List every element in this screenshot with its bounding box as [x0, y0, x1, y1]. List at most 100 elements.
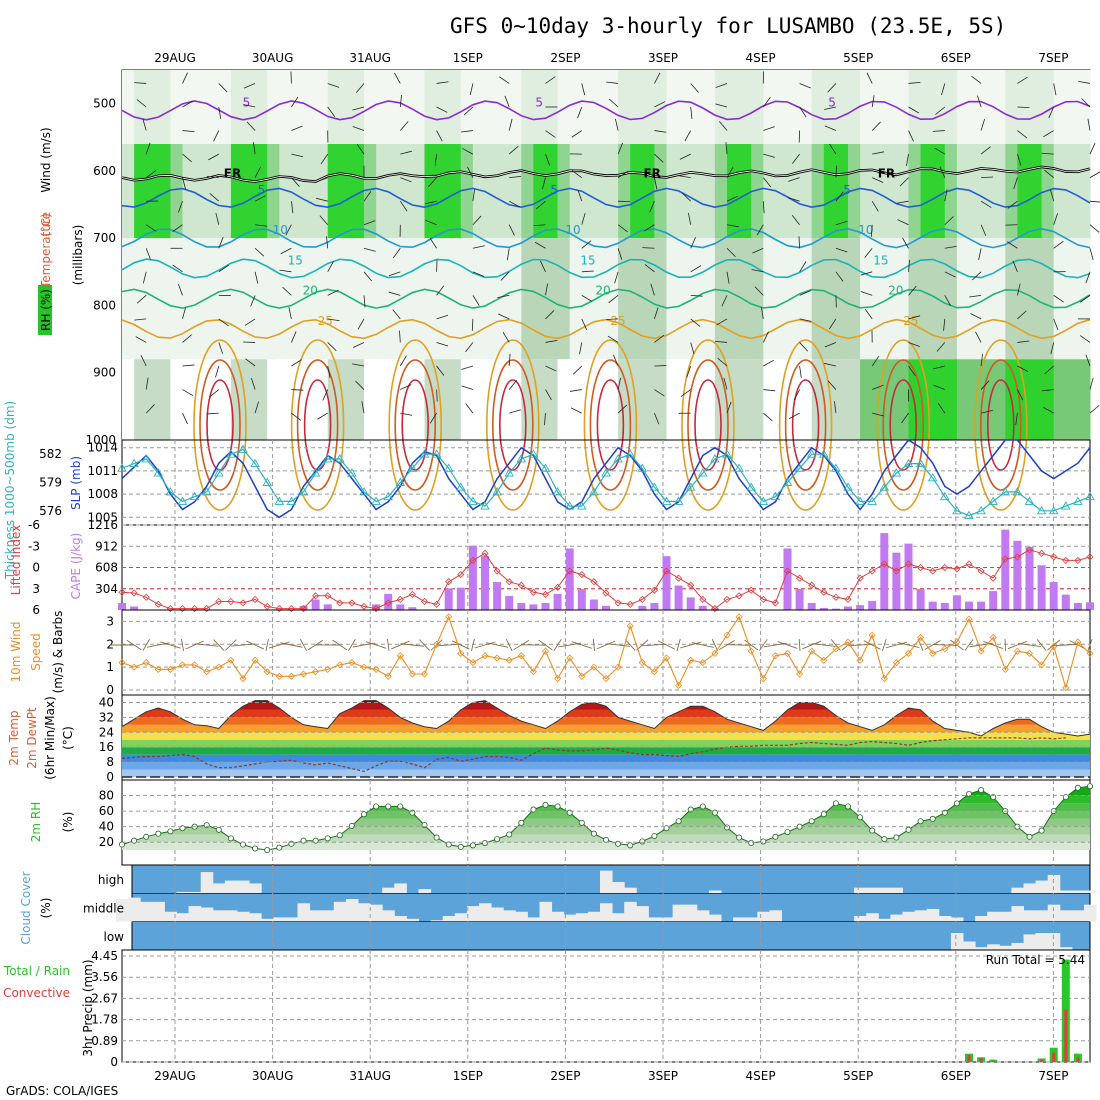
wind-barb — [429, 237, 437, 249]
dewpoint-line — [121, 737, 1066, 773]
wind-barb-10m — [691, 642, 714, 648]
wind-barb — [617, 170, 629, 178]
lifted-index-point — [892, 567, 900, 575]
lifted-index-point — [469, 556, 477, 564]
wind-barb — [1048, 106, 1055, 119]
rh-shade-upper — [146, 70, 159, 144]
wind-speed-point — [856, 656, 864, 664]
thickness-point — [201, 487, 212, 496]
pressure-tick-label: 600 — [93, 164, 116, 178]
rh-tick-label: 20 — [99, 835, 114, 849]
thickness-point — [443, 463, 454, 472]
slp-line — [121, 439, 1091, 519]
date-label-top: 7SEP — [1038, 51, 1068, 65]
wind-barb — [250, 295, 256, 307]
wind-barb — [972, 271, 982, 281]
cape-bar — [481, 556, 489, 610]
wind-barb — [871, 95, 875, 108]
rh-shade-upper — [763, 70, 776, 144]
rh-shade-surface — [751, 359, 764, 440]
wind-barb-10m — [932, 644, 957, 646]
wind-barb-10m — [924, 640, 941, 650]
rh-shade-surface — [702, 359, 716, 440]
wind-barb — [678, 175, 691, 179]
rh-point — [252, 845, 259, 852]
rh-point — [929, 815, 936, 822]
rh-shade-upper — [678, 70, 692, 144]
thickness-point — [298, 487, 309, 496]
wind-barb — [607, 335, 619, 343]
surface-temperature-contour — [979, 359, 1022, 491]
precip-tick-label: 0 — [110, 1055, 118, 1069]
cloud-bar-high — [1047, 874, 1061, 894]
rh-shade-low — [134, 238, 147, 360]
wind-barb — [392, 309, 401, 320]
thickness-point — [770, 491, 781, 501]
rh-shade-low — [714, 238, 728, 360]
thickness-point — [153, 468, 164, 477]
wind-barb — [399, 330, 401, 343]
wind-barb — [617, 377, 621, 390]
lifted-index-point — [420, 597, 429, 606]
rh-shade-mid — [497, 144, 510, 239]
thickness-point — [371, 496, 381, 505]
lifted-index-point — [844, 595, 852, 603]
wind-speed-point — [142, 659, 150, 667]
date-label-top: 2SEP — [550, 51, 580, 65]
rh-shade-mid — [412, 144, 425, 239]
rh-shade-mid — [303, 144, 317, 239]
cloud-unit-label: (%) — [39, 898, 53, 919]
rh-point — [578, 819, 585, 826]
rh-shade-mid — [739, 144, 752, 239]
wind-barb — [399, 200, 408, 212]
temperature-contour-label: 5 — [258, 183, 266, 197]
rh-shade-surface — [315, 359, 329, 440]
thickness-point — [359, 487, 369, 496]
rh-shade-mid — [1077, 144, 1091, 239]
rh-point — [469, 842, 476, 849]
wind-speed-point — [215, 663, 223, 671]
wind-barb — [253, 142, 256, 155]
wind-barb — [829, 318, 837, 330]
rh-shade-mid — [1005, 144, 1018, 239]
cape-bar — [517, 603, 526, 610]
wind-barb — [860, 291, 873, 296]
cape-bar — [408, 607, 417, 610]
wind-speed-point — [602, 675, 610, 683]
wind-barb — [939, 166, 946, 178]
rh-band — [122, 818, 1090, 827]
wind-barb — [762, 331, 769, 343]
cape-bar — [686, 597, 695, 610]
rh-shade-surface — [412, 359, 425, 440]
cloud-bar-low — [987, 944, 1000, 950]
wind-barb — [1053, 213, 1058, 225]
rh-shade-upper — [1041, 70, 1055, 144]
date-label-bottom: 30AUG — [252, 1069, 294, 1083]
temperature-contour-label: 15 — [288, 253, 303, 267]
temperature-axis-label: Temperature — [39, 212, 53, 289]
rh-shade-surface — [460, 359, 474, 440]
rh-shade-mid — [993, 144, 1006, 239]
wind-barb — [763, 153, 775, 158]
lifted-index-point — [989, 574, 997, 582]
cloud-bar-low — [1011, 942, 1024, 950]
wind-barb — [209, 193, 220, 202]
cloud-bar-middle — [612, 913, 625, 922]
rh-point — [808, 818, 815, 825]
rh-shade-surface — [485, 359, 498, 440]
cloud-bar-middle — [1047, 904, 1061, 922]
wind-barb — [1089, 171, 1100, 178]
rh-shade-upper — [339, 70, 353, 144]
wind-barb-10m — [126, 639, 142, 651]
surface-temperature-contour — [681, 339, 735, 511]
rh-shade-surface — [569, 359, 583, 440]
temperature-contour-label: 10 — [273, 223, 288, 237]
lifted-index-point — [1074, 556, 1082, 564]
wind-barb — [327, 261, 334, 273]
rh-shade-surface — [497, 359, 510, 440]
rh-shade-mid — [134, 144, 147, 239]
rh-shade-low — [206, 238, 220, 360]
wind-barb — [1017, 130, 1028, 139]
cloud-bar-middle — [684, 904, 698, 922]
temperature-contour-label: 20 — [888, 284, 903, 298]
